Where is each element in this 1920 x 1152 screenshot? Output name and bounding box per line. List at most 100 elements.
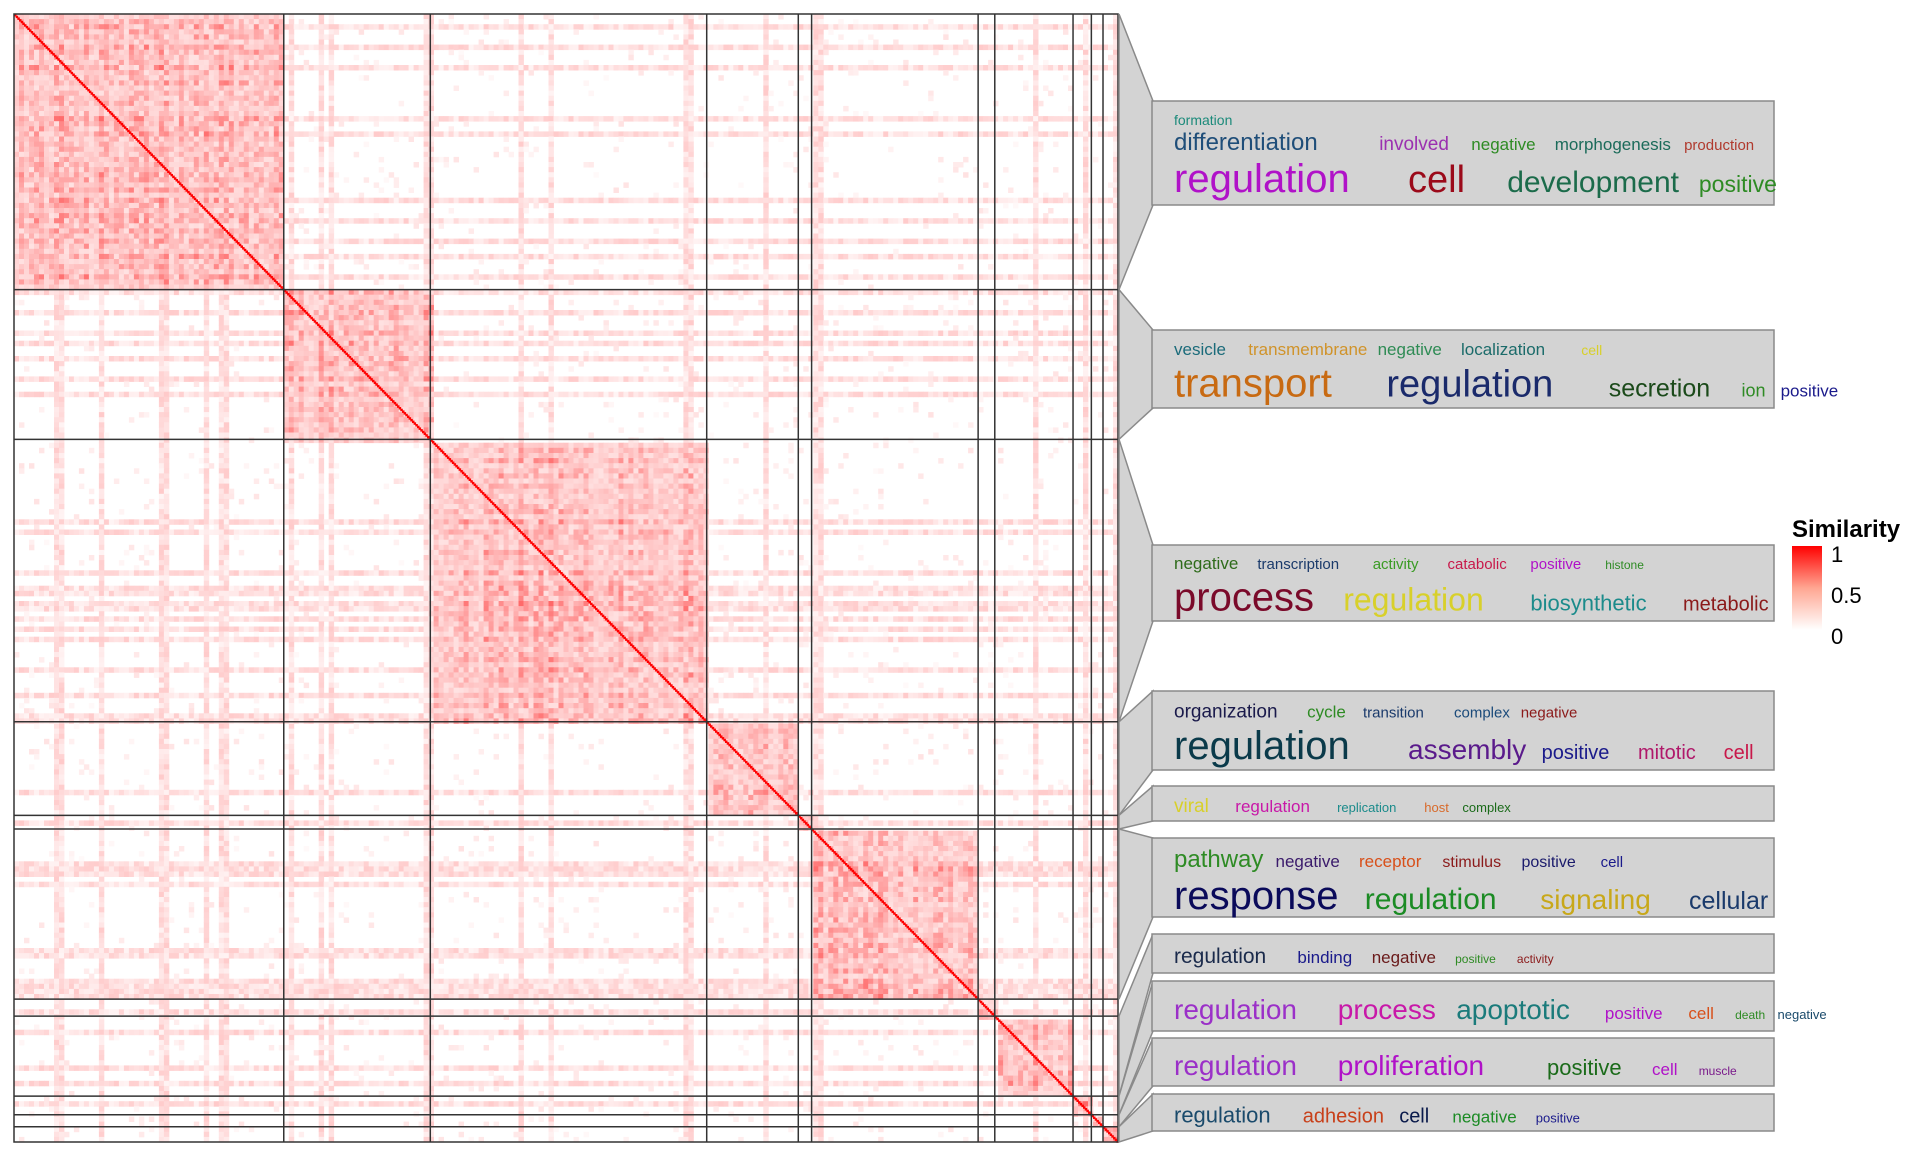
heatmap-cell: [173, 259, 180, 265]
heatmap-cell: [14, 111, 20, 117]
heatmap-cell: [558, 116, 564, 122]
heatmap-cell: [49, 131, 55, 137]
heatmap-cell: [483, 24, 489, 30]
heatmap-cell: [188, 75, 195, 81]
heatmap-cell: [1098, 121, 1104, 127]
heatmap-cell: [14, 156, 20, 163]
heatmap-cell: [168, 146, 175, 153]
heatmap-cell: [29, 121, 35, 127]
heatmap-cell: [49, 105, 55, 112]
heatmap-cell: [188, 243, 195, 250]
heatmap-cell: [78, 253, 85, 260]
heatmap-cell: [978, 131, 984, 137]
heatmap-cell: [603, 65, 609, 71]
heatmap-cell: [603, 75, 609, 81]
heatmap-cell: [798, 24, 804, 30]
heatmap-cell: [203, 100, 210, 107]
heatmap-cell: [59, 54, 65, 61]
heatmap-cell: [848, 131, 854, 137]
heatmap-cell: [208, 146, 215, 153]
heatmap-cell: [1098, 253, 1104, 260]
heatmap-cell: [788, 80, 794, 86]
heatmap-cell: [258, 24, 265, 30]
heatmap-cell: [573, 238, 579, 245]
heatmap-cell: [868, 238, 874, 245]
heatmap-cell: [528, 131, 534, 137]
heatmap-cell: [718, 19, 724, 25]
heatmap-cell: [163, 156, 170, 163]
heatmap-cell: [158, 59, 165, 66]
heatmap-cell: [73, 59, 80, 66]
heatmap-cell: [318, 253, 325, 260]
heatmap-cell: [34, 248, 40, 255]
heatmap-cell: [698, 65, 704, 71]
heatmap-cell: [178, 54, 185, 61]
heatmap-cell: [133, 34, 140, 40]
heatmap-cell: [348, 218, 355, 224]
heatmap-cell: [218, 105, 225, 112]
heatmap-cell: [148, 233, 155, 239]
heatmap-cell: [93, 141, 100, 148]
heatmap-cell: [548, 141, 554, 148]
heatmap-cell: [883, 116, 889, 122]
heatmap-cell: [288, 95, 295, 102]
heatmap-cell: [203, 218, 210, 224]
heatmap-cell: [478, 253, 484, 260]
heatmap-cell: [14, 90, 20, 97]
heatmap-cell: [293, 238, 300, 245]
heatmap-cell: [1083, 34, 1089, 40]
heatmap-cell: [188, 105, 195, 112]
heatmap-cell: [19, 243, 25, 250]
heatmap-cell: [258, 59, 265, 66]
heatmap-cell: [213, 95, 220, 102]
heatmap-cell: [288, 243, 295, 250]
heatmap-cell: [113, 156, 120, 163]
heatmap-cell: [398, 131, 405, 137]
heatmap-cell: [253, 90, 260, 97]
heatmap-cell: [108, 121, 115, 127]
heatmap-cell: [248, 90, 255, 97]
heatmap-cell: [478, 131, 484, 137]
heatmap-cell: [503, 90, 509, 97]
heatmap-cell: [253, 75, 260, 81]
heatmap-cell: [1083, 85, 1089, 91]
heatmap-cell: [69, 197, 75, 204]
heatmap-cell: [823, 44, 829, 51]
heatmap-cell: [168, 70, 175, 76]
heatmap-cell: [668, 141, 674, 148]
heatmap-cell: [273, 39, 280, 45]
heatmap-cell: [928, 19, 934, 25]
heatmap-cell: [653, 116, 659, 122]
heatmap-cell: [278, 105, 285, 112]
heatmap-cell: [518, 156, 524, 163]
heatmap-cell: [888, 238, 894, 245]
heatmap-cell: [468, 116, 474, 122]
heatmap-cell: [303, 238, 310, 245]
heatmap-cell: [44, 116, 50, 122]
heatmap-cell: [713, 65, 719, 71]
heatmap-cell: [19, 80, 25, 86]
heatmap-cell: [578, 24, 584, 30]
heatmap-cell: [1078, 253, 1084, 260]
heatmap-cell: [49, 243, 55, 250]
heatmap-cell: [1083, 49, 1089, 56]
heatmap-cell: [183, 75, 190, 81]
heatmap-cell: [44, 80, 50, 86]
heatmap-cell: [373, 44, 380, 51]
heatmap-cell: [678, 131, 684, 137]
heatmap-cell: [378, 238, 385, 245]
heatmap-cell: [168, 59, 175, 66]
heatmap-cell: [393, 233, 400, 239]
heatmap-cell: [93, 192, 100, 199]
heatmap-cell: [938, 116, 944, 122]
heatmap-cell: [998, 218, 1004, 224]
heatmap-cell: [59, 151, 65, 158]
heatmap-cell: [958, 44, 964, 51]
heatmap-cell: [193, 116, 200, 122]
heatmap-cell: [1043, 116, 1049, 122]
heatmap-cell: [318, 156, 325, 163]
heatmap-cell: [343, 218, 350, 224]
heatmap-cell: [218, 156, 225, 163]
heatmap-cell: [218, 85, 225, 91]
heatmap-cell: [49, 187, 55, 193]
